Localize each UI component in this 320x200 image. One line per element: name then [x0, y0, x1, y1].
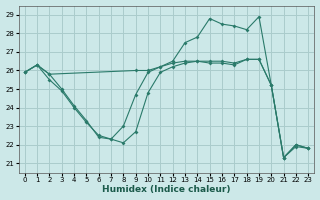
X-axis label: Humidex (Indice chaleur): Humidex (Indice chaleur)	[102, 185, 231, 194]
